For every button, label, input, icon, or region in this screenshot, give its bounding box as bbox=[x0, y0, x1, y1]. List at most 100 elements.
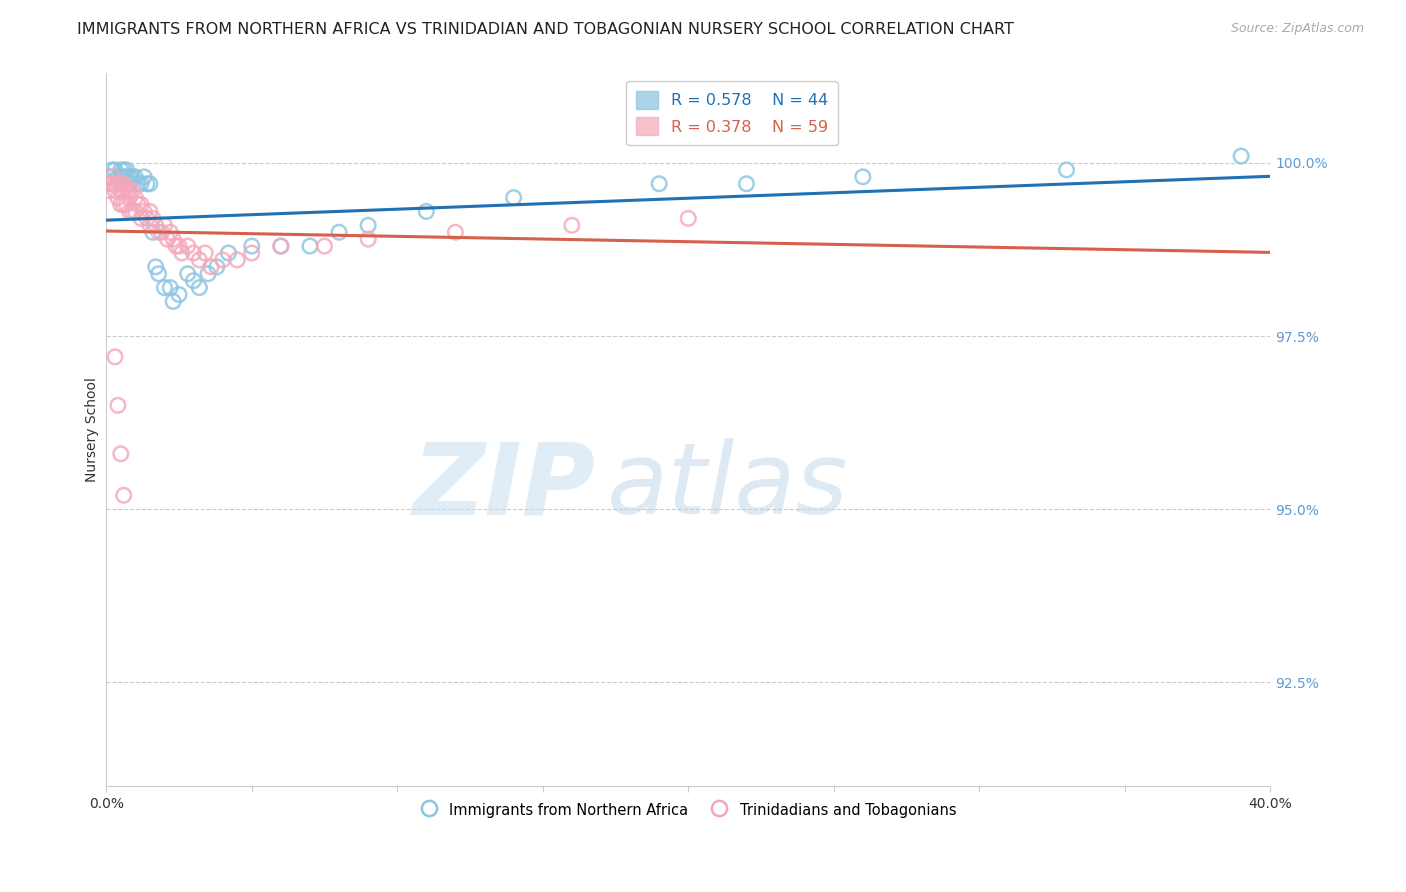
Point bbox=[112, 197, 135, 211]
Point bbox=[115, 169, 138, 184]
Point bbox=[145, 260, 167, 274]
Point bbox=[101, 177, 124, 191]
Point bbox=[139, 177, 162, 191]
Point bbox=[136, 177, 159, 191]
Point bbox=[217, 246, 239, 260]
Point bbox=[145, 219, 167, 233]
Point bbox=[110, 169, 132, 184]
Point bbox=[561, 219, 583, 233]
Point bbox=[153, 219, 176, 233]
Point bbox=[110, 162, 132, 177]
Point bbox=[148, 267, 170, 281]
Point bbox=[183, 274, 205, 288]
Point bbox=[197, 267, 219, 281]
Legend: Immigrants from Northern Africa, Trinidadians and Tobagonians: Immigrants from Northern Africa, Trinida… bbox=[415, 796, 962, 825]
Point bbox=[129, 177, 152, 191]
Point bbox=[129, 197, 152, 211]
Point bbox=[136, 211, 159, 226]
Point bbox=[115, 162, 138, 177]
Point bbox=[270, 239, 292, 253]
Point bbox=[115, 197, 138, 211]
Point bbox=[139, 219, 162, 233]
Point bbox=[735, 177, 758, 191]
Point bbox=[112, 177, 135, 191]
Point bbox=[200, 260, 222, 274]
Point bbox=[159, 280, 181, 294]
Point bbox=[110, 447, 132, 461]
Point bbox=[107, 177, 129, 191]
Point bbox=[226, 252, 249, 267]
Point bbox=[98, 177, 121, 191]
Point bbox=[142, 225, 165, 239]
Point bbox=[101, 169, 124, 184]
Point bbox=[188, 280, 211, 294]
Point bbox=[1230, 149, 1253, 163]
Point bbox=[648, 177, 671, 191]
Point bbox=[132, 169, 155, 184]
Point bbox=[444, 225, 467, 239]
Point bbox=[167, 287, 190, 301]
Point bbox=[415, 204, 437, 219]
Point bbox=[502, 191, 524, 205]
Point bbox=[162, 232, 184, 246]
Point bbox=[162, 294, 184, 309]
Point bbox=[177, 267, 200, 281]
Point bbox=[112, 162, 135, 177]
Point bbox=[678, 211, 700, 226]
Point bbox=[107, 191, 129, 205]
Point bbox=[101, 162, 124, 177]
Text: atlas: atlas bbox=[607, 438, 848, 535]
Point bbox=[107, 398, 129, 412]
Point bbox=[314, 239, 336, 253]
Point bbox=[104, 162, 127, 177]
Point bbox=[104, 184, 127, 198]
Point bbox=[118, 191, 141, 205]
Point bbox=[118, 177, 141, 191]
Point bbox=[112, 184, 135, 198]
Point bbox=[298, 239, 321, 253]
Point bbox=[167, 239, 190, 253]
Point bbox=[177, 239, 200, 253]
Text: ZIP: ZIP bbox=[412, 438, 595, 535]
Point bbox=[357, 232, 380, 246]
Point bbox=[357, 219, 380, 233]
Point bbox=[118, 169, 141, 184]
Point bbox=[240, 246, 263, 260]
Text: IMMIGRANTS FROM NORTHERN AFRICA VS TRINIDADIAN AND TOBAGONIAN NURSERY SCHOOL COR: IMMIGRANTS FROM NORTHERN AFRICA VS TRINI… bbox=[77, 22, 1014, 37]
Point bbox=[150, 225, 173, 239]
Point bbox=[139, 204, 162, 219]
Point bbox=[165, 239, 187, 253]
Point bbox=[852, 169, 875, 184]
Point bbox=[170, 246, 193, 260]
Point bbox=[159, 225, 181, 239]
Point bbox=[194, 246, 217, 260]
Point bbox=[118, 204, 141, 219]
Point bbox=[121, 184, 143, 198]
Point bbox=[110, 184, 132, 198]
Point bbox=[104, 350, 127, 364]
Point bbox=[205, 260, 228, 274]
Text: Source: ZipAtlas.com: Source: ZipAtlas.com bbox=[1230, 22, 1364, 36]
Point bbox=[118, 184, 141, 198]
Point bbox=[124, 191, 146, 205]
Point bbox=[112, 169, 135, 184]
Point bbox=[129, 211, 152, 226]
Point bbox=[240, 239, 263, 253]
Point bbox=[121, 169, 143, 184]
Point bbox=[124, 169, 146, 184]
Point bbox=[148, 225, 170, 239]
Point bbox=[132, 204, 155, 219]
Point bbox=[115, 184, 138, 198]
Point bbox=[270, 239, 292, 253]
Point bbox=[98, 184, 121, 198]
Point bbox=[127, 177, 149, 191]
Point bbox=[188, 252, 211, 267]
Point bbox=[127, 197, 149, 211]
Point bbox=[121, 204, 143, 219]
Point bbox=[156, 232, 179, 246]
Point bbox=[142, 211, 165, 226]
Point bbox=[98, 169, 121, 184]
Point bbox=[112, 488, 135, 502]
Point bbox=[183, 246, 205, 260]
Point bbox=[104, 177, 127, 191]
